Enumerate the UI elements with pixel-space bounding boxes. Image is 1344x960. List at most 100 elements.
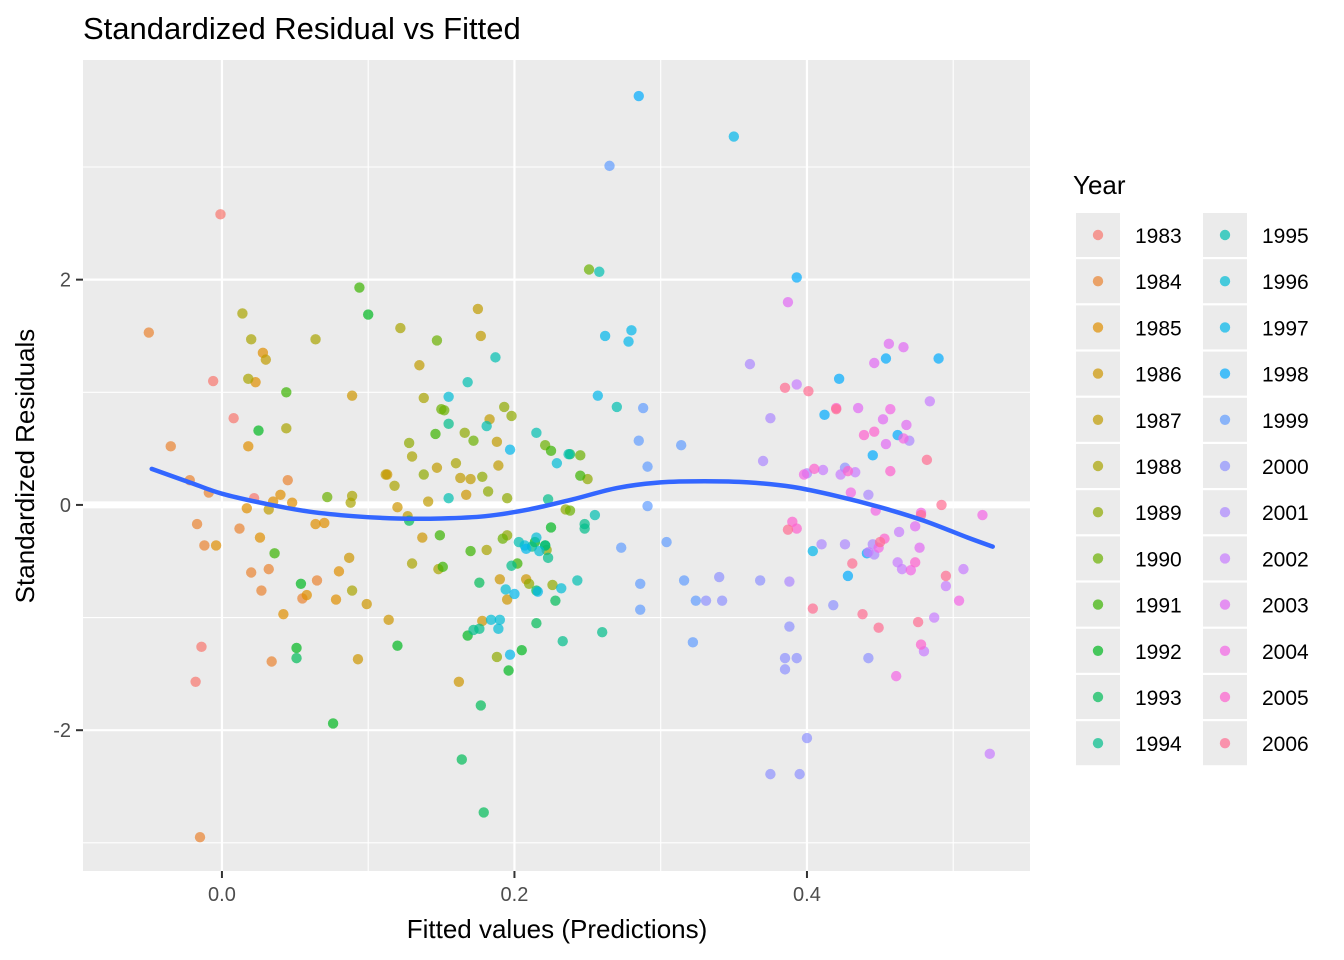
point-1991 <box>437 561 448 573</box>
point-1997 <box>599 330 611 342</box>
point-1998 <box>633 90 644 102</box>
point-1993 <box>291 652 302 664</box>
minor-gridlines <box>83 60 1030 871</box>
point-1989 <box>482 486 494 497</box>
point-1987 <box>472 303 484 315</box>
point-1998 <box>842 570 854 582</box>
point-2005 <box>809 463 820 475</box>
point-1997 <box>504 444 516 455</box>
point-2000 <box>714 571 725 583</box>
point-2001 <box>765 412 776 424</box>
point-1986 <box>352 654 364 665</box>
point-1987 <box>260 354 272 365</box>
point-2001 <box>744 358 756 370</box>
point-2000 <box>794 768 805 780</box>
point-2000 <box>765 768 776 780</box>
point-2004 <box>845 487 857 498</box>
point-1986 <box>392 501 403 513</box>
point-1990 <box>439 405 450 416</box>
point-1984 <box>191 518 203 530</box>
point-1987 <box>465 473 476 485</box>
point-2005 <box>791 523 802 534</box>
x-tick-label: 0.2 <box>501 884 529 906</box>
point-2003 <box>852 402 864 414</box>
point-1992 <box>362 309 374 320</box>
legend-label: 1985 <box>1135 317 1182 340</box>
legend-item-2006: 2006 <box>1203 721 1309 766</box>
y-axis-ticks: -2 0 2 <box>53 270 83 742</box>
point-1992 <box>295 578 307 589</box>
legend-label: 1990 <box>1135 548 1182 571</box>
point-2001 <box>863 489 874 500</box>
y-tick-label: 0 <box>60 495 71 517</box>
legend-item-1984: 1984 <box>1076 259 1182 304</box>
point-2004 <box>885 403 896 415</box>
point-1988 <box>237 308 248 319</box>
point-1990 <box>575 450 586 461</box>
legend-swatch <box>1092 322 1104 333</box>
legend-item-1989: 1989 <box>1076 490 1182 535</box>
legend-label: 1988 <box>1135 456 1182 479</box>
point-1995 <box>531 427 542 439</box>
data-points <box>143 90 995 843</box>
legend-item-1997: 1997 <box>1203 305 1309 350</box>
point-2000 <box>863 652 874 664</box>
y-axis-label: Standardized Residuals <box>10 329 40 604</box>
legend-swatch <box>1092 368 1104 379</box>
point-1985 <box>254 532 266 543</box>
legend-label: 2002 <box>1262 548 1309 571</box>
point-1994 <box>579 523 590 534</box>
point-1997 <box>504 649 516 660</box>
legend-swatch <box>1092 276 1104 287</box>
point-1994 <box>542 494 554 505</box>
point-2006 <box>857 608 868 620</box>
point-1984 <box>165 441 176 452</box>
point-2000 <box>700 595 712 606</box>
point-2000 <box>791 652 802 664</box>
point-1999 <box>635 604 646 615</box>
point-1995 <box>462 376 473 388</box>
point-1989 <box>418 469 429 480</box>
x-tick-label: 0.4 <box>793 884 821 906</box>
point-1988 <box>346 585 358 596</box>
point-1987 <box>422 496 434 507</box>
legend-item-1995: 1995 <box>1203 213 1309 257</box>
legend-label: 1989 <box>1135 502 1182 525</box>
point-1987 <box>380 469 391 480</box>
point-1987 <box>431 462 443 473</box>
legend-item-1988: 1988 <box>1076 444 1182 488</box>
point-2002 <box>817 464 829 476</box>
point-2006 <box>807 603 819 614</box>
legend-swatch <box>1092 460 1104 472</box>
point-1989 <box>501 492 513 504</box>
point-1984 <box>263 563 274 575</box>
point-1996 <box>556 583 567 594</box>
point-1991 <box>281 387 292 398</box>
point-1999 <box>642 500 653 512</box>
point-1997 <box>520 543 532 555</box>
point-1985 <box>330 594 342 605</box>
point-1986 <box>453 676 465 687</box>
point-2002 <box>863 547 874 558</box>
point-1994 <box>506 560 517 571</box>
point-1997 <box>509 588 520 600</box>
point-2003 <box>880 438 892 450</box>
point-1985 <box>310 518 321 530</box>
point-2006 <box>782 524 794 535</box>
legend-label: 1983 <box>1135 225 1182 248</box>
point-1999 <box>661 536 672 548</box>
point-1989 <box>491 651 503 663</box>
point-1985 <box>319 517 330 529</box>
point-1990 <box>322 491 333 503</box>
point-2006 <box>847 558 858 569</box>
legend-swatch <box>1219 229 1231 241</box>
point-1985 <box>275 489 286 500</box>
point-1986 <box>343 552 355 564</box>
point-1991 <box>465 545 476 557</box>
legend-swatch <box>1219 553 1231 564</box>
point-1992 <box>503 665 514 676</box>
legend-label: 1993 <box>1135 687 1182 710</box>
point-1997 <box>807 545 819 557</box>
point-1984 <box>234 523 245 534</box>
point-1993 <box>456 754 467 765</box>
